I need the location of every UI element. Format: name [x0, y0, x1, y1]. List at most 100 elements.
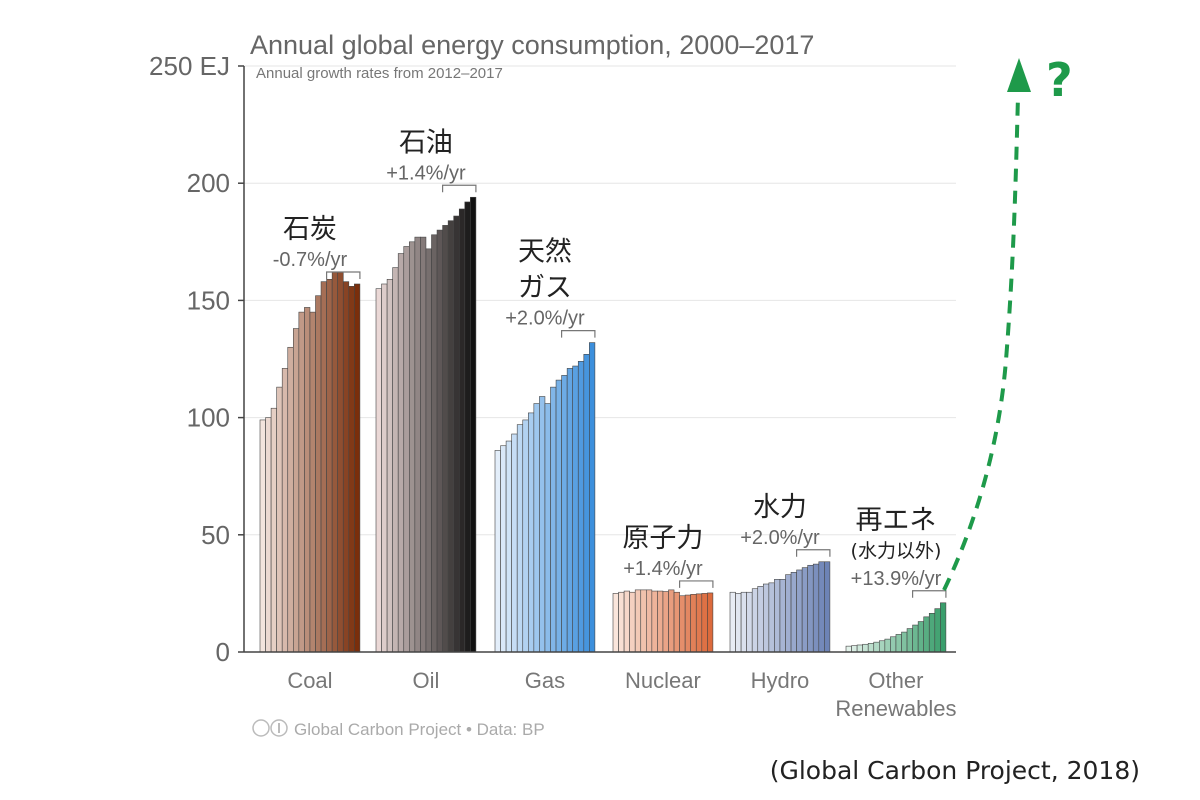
- bar-nuclear-2002: [623, 590, 630, 653]
- bar-hydro-2012: [796, 569, 803, 653]
- bar-oil-2007: [414, 236, 421, 653]
- bar-oil-2012: [442, 225, 449, 653]
- citation-text: (Global Carbon Project, 2018): [770, 756, 1140, 785]
- bar-oil-2003: [392, 267, 399, 653]
- bar-other-2001: [851, 645, 858, 653]
- projection-arrow: [942, 95, 1020, 591]
- bar-coal-2007: [298, 311, 305, 653]
- japanese-label: 再エネ: [855, 505, 936, 536]
- bar-oil-2013: [447, 220, 454, 653]
- bar-coal-2017: [354, 283, 361, 653]
- bar-oil-2008: [420, 236, 427, 653]
- bar-other-2006: [878, 640, 886, 653]
- growth-rate-label: +13.9%/yr: [851, 568, 942, 590]
- bar-other-2008: [890, 636, 897, 653]
- bar-oil-2001: [381, 283, 388, 653]
- chart-title: Annual global energy consumption, 2000–2…: [250, 30, 814, 60]
- bar-oil-2017: [470, 196, 477, 653]
- bar-gas-2000: [494, 450, 501, 653]
- growth-bracket: [679, 580, 714, 588]
- bar-nuclear-2001: [618, 591, 625, 653]
- cc-by-icon: [252, 719, 288, 737]
- bar-nuclear-2011: [673, 591, 680, 653]
- bar-other-2012: [912, 624, 919, 653]
- bar-hydro-2002: [740, 591, 747, 653]
- bar-gas-2009: [544, 403, 551, 653]
- bar-nuclear-2013: [684, 594, 692, 653]
- y-tick-label: 150: [187, 285, 230, 315]
- bar-gas-2012: [561, 375, 568, 653]
- growth-bracket: [442, 184, 477, 193]
- bar-gas-2017: [589, 342, 596, 653]
- bar-coal-2006: [292, 328, 300, 653]
- category-annotations: Coal -0.7%/yr 石炭 Oil +1.4%/yr 石油 Gas +2.0%/yr ガス…: [273, 127, 957, 721]
- bar-oil-2011: [436, 229, 443, 653]
- growth-rate-label: +2.0%/yr: [505, 308, 585, 330]
- growth-bracket: [912, 590, 947, 598]
- bar-other-2007: [884, 638, 891, 653]
- bar-gas-2003: [511, 433, 518, 653]
- bar-hydro-2005: [757, 586, 764, 653]
- bar-hydro-2011: [790, 571, 797, 653]
- y-tick-label: 250 EJ: [149, 51, 230, 81]
- bar-gas-2016: [583, 354, 590, 653]
- bar-nuclear-2008: [657, 590, 664, 653]
- bar-oil-2005: [403, 246, 410, 653]
- japanese-label: ガス: [518, 273, 572, 304]
- bar-coal-2004: [281, 368, 289, 653]
- bar-coal-2015: [342, 281, 350, 653]
- bar-nuclear-2010: [668, 589, 675, 653]
- bar-coal-2003: [276, 386, 283, 653]
- bar-nuclear-2017: [707, 592, 714, 653]
- bar-other-2011: [906, 628, 913, 653]
- bar-nuclear-2007: [651, 590, 658, 653]
- bar-coal-2001: [265, 417, 272, 653]
- x-category-label: Coal: [287, 668, 332, 693]
- bar-coal-2002: [270, 407, 277, 653]
- bar-coal-2000: [259, 419, 266, 653]
- bar-nuclear-2003: [629, 591, 636, 653]
- bar-hydro-2013: [801, 567, 809, 653]
- bar-gas-2011: [555, 379, 562, 653]
- gridlines: [244, 65, 956, 536]
- bar-gas-2008: [539, 396, 546, 653]
- bar-nuclear-2014: [690, 594, 697, 653]
- x-category-label: Oil: [413, 668, 440, 693]
- y-tick-label: 100: [187, 403, 230, 433]
- credit-text: Global Carbon Project • Data: BP: [294, 720, 545, 739]
- bar-gas-2007: [533, 403, 540, 653]
- bar-other-2005: [873, 641, 880, 653]
- bar-oil-2016: [464, 201, 471, 653]
- bar-other-2010: [901, 631, 908, 653]
- bar-gas-2001: [500, 445, 507, 653]
- bar-nuclear-2012: [679, 595, 686, 653]
- x-category-label: Renewables: [835, 696, 956, 721]
- y-tick-label: 200: [187, 168, 230, 198]
- bar-hydro-2015: [812, 563, 820, 653]
- bar-hydro-2009: [779, 579, 786, 653]
- bar-hydro-2014: [807, 564, 814, 653]
- bar-oil-2006: [408, 241, 416, 653]
- growth-rate-label: +1.4%/yr: [386, 162, 466, 184]
- bar-oil-2014: [453, 215, 460, 653]
- bar-hydro-2016: [818, 561, 825, 653]
- bar-hydro-2006: [762, 583, 770, 653]
- bar-coal-2014: [337, 271, 344, 653]
- growth-rate-label: -0.7%/yr: [273, 249, 348, 271]
- japanese-label: 原子力: [622, 523, 703, 554]
- bar-coal-2016: [348, 286, 355, 653]
- bar-gas-2002: [505, 440, 512, 653]
- bar-other-2014: [923, 616, 930, 653]
- bar-other-2015: [928, 613, 936, 653]
- bar-oil-2010: [431, 234, 438, 653]
- bar-other-2016: [934, 608, 941, 653]
- growth-bracket: [561, 329, 596, 338]
- bar-nuclear-2015: [695, 593, 703, 653]
- bar-gas-2006: [527, 412, 535, 653]
- bar-nuclear-2009: [662, 591, 669, 653]
- bar-coal-2008: [304, 307, 311, 653]
- bar-coal-2009: [309, 311, 316, 653]
- bar-hydro-2003: [746, 591, 753, 653]
- bar-hydro-2004: [751, 588, 759, 653]
